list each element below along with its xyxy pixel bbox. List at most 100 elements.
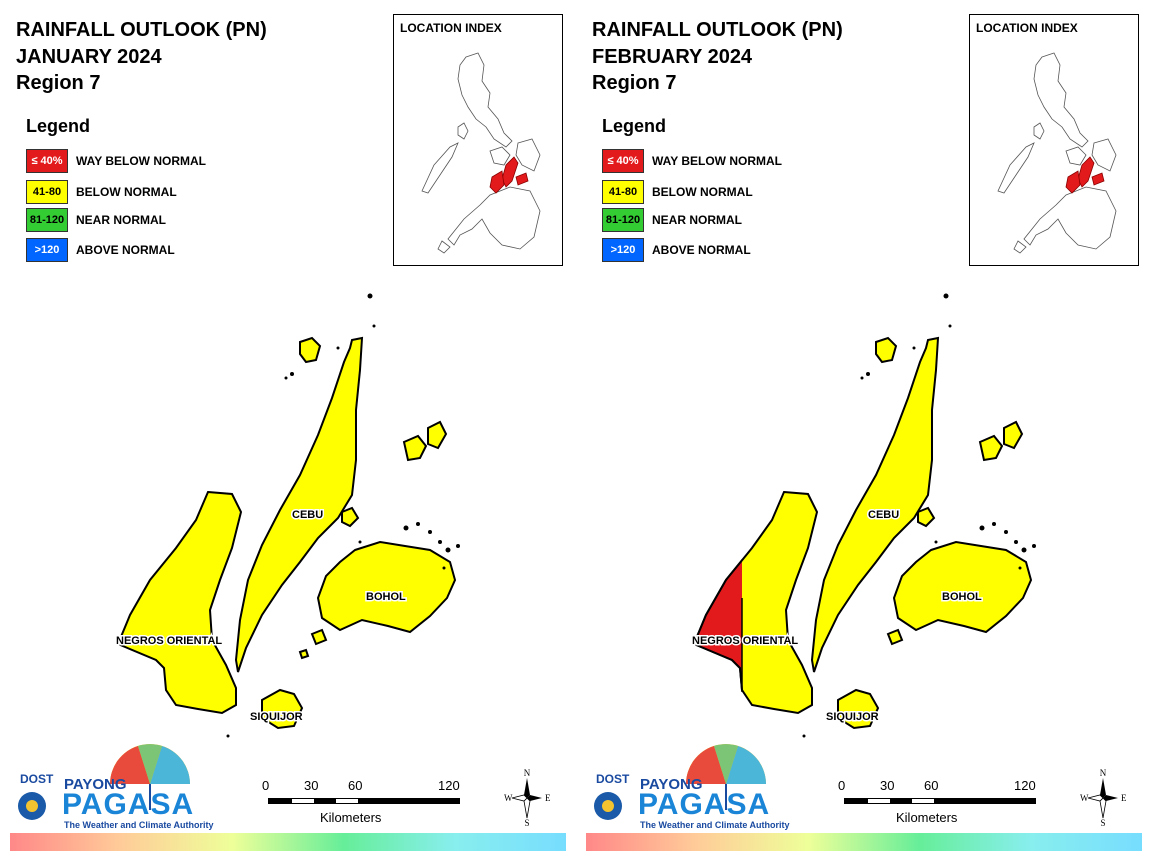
camotes-island-b bbox=[427, 420, 448, 450]
legend-swatch: >120 bbox=[602, 238, 644, 262]
legend-swatch: 81-120 bbox=[602, 208, 644, 232]
islet bbox=[403, 525, 409, 531]
islet bbox=[428, 530, 432, 534]
legend-swatch: 41-80 bbox=[26, 180, 68, 204]
islet bbox=[445, 547, 451, 553]
payong-pagasa-logo: DOST PAYONG PAGASA The Weather and Clima… bbox=[14, 738, 214, 834]
bantayan-island bbox=[299, 336, 322, 364]
scale-unit: Kilometers bbox=[320, 810, 382, 825]
legend-title: Legend bbox=[26, 116, 91, 136]
islet bbox=[358, 540, 362, 544]
cebu-island bbox=[234, 336, 364, 673]
bohol-islet bbox=[886, 628, 904, 646]
legend-swatch: ≤ 40% bbox=[602, 149, 644, 173]
scale-tick: 60 bbox=[924, 778, 939, 793]
payong-pagasa-logo: DOST PAYONG PAGASA The Weather and Clima… bbox=[590, 738, 790, 834]
islet bbox=[372, 324, 376, 328]
camotes-island-a bbox=[978, 434, 1004, 462]
legend-swatch: >120 bbox=[26, 238, 68, 262]
compass-s: S bbox=[1100, 818, 1105, 828]
islet bbox=[866, 372, 870, 376]
tagline: The Weather and Climate Authority bbox=[640, 820, 790, 830]
camotes-island-a bbox=[402, 434, 428, 462]
pagasa-label: PAGASA bbox=[62, 788, 195, 821]
islet bbox=[1032, 544, 1036, 548]
payong-label: PAYONG bbox=[64, 776, 127, 793]
legend-label: BELOW NORMAL bbox=[76, 185, 177, 199]
philippines-locator-map bbox=[997, 52, 1117, 254]
label-cebu: CEBU bbox=[292, 509, 323, 521]
scale-tick: 30 bbox=[880, 778, 895, 793]
islet bbox=[442, 566, 446, 570]
map-title: RAINFALL OUTLOOK (PN) bbox=[592, 19, 843, 41]
negros-oriental-way-below-zone bbox=[692, 490, 742, 715]
legend-label: ABOVE NORMAL bbox=[652, 243, 751, 257]
islet bbox=[284, 376, 288, 380]
label-siquijor: SIQUIJOR bbox=[250, 711, 303, 723]
bantayan-island bbox=[875, 336, 898, 364]
legend-label: BELOW NORMAL bbox=[652, 185, 753, 199]
scale-tick: 120 bbox=[1014, 778, 1036, 793]
bohol-island bbox=[316, 540, 457, 634]
region-7-rainfall-map: CEBU BOHOL NEGROS ORIENTAL SIQUIJOR bbox=[691, 293, 1036, 738]
label-negros-oriental: NEGROS ORIENTAL bbox=[116, 635, 222, 647]
olango-island bbox=[341, 506, 360, 528]
philippines-locator-map bbox=[421, 52, 541, 254]
rainbow-footer-strip bbox=[586, 833, 1142, 851]
map-region: Region 7 bbox=[592, 72, 677, 94]
islet bbox=[860, 376, 864, 380]
compass-e: E bbox=[545, 793, 551, 803]
scale-bar-graphic bbox=[844, 798, 1036, 804]
islet bbox=[1014, 540, 1018, 544]
islet bbox=[912, 346, 916, 350]
compass-s: S bbox=[524, 818, 529, 828]
islet bbox=[934, 540, 938, 544]
islet bbox=[979, 525, 985, 531]
bohol-island bbox=[892, 540, 1033, 634]
legend-label: NEAR NORMAL bbox=[76, 213, 166, 227]
compass-w: W bbox=[1080, 793, 1089, 803]
map-title: RAINFALL OUTLOOK (PN) bbox=[16, 19, 267, 41]
region-7-rainfall-map: CEBU BOHOL NEGROS ORIENTAL SIQUIJOR bbox=[115, 293, 460, 738]
bohol-islet bbox=[310, 628, 328, 646]
islet bbox=[992, 522, 996, 526]
label-negros-oriental: NEGROS ORIENTAL bbox=[692, 635, 798, 647]
islet bbox=[226, 734, 230, 738]
scale-tick: 120 bbox=[438, 778, 460, 793]
rainbow-footer-strip bbox=[10, 833, 566, 851]
map-month: JANUARY 2024 bbox=[16, 46, 162, 68]
outlook-panel-february: RAINFALL OUTLOOK (PN) FEBRUARY 2024 Regi… bbox=[576, 0, 1152, 864]
umbrella-icon bbox=[18, 744, 190, 820]
dost-label: DOST bbox=[596, 772, 630, 786]
legend-title: Legend bbox=[602, 116, 667, 136]
location-index-inset: LOCATION INDEX bbox=[393, 14, 563, 266]
scale-bar-graphic bbox=[268, 798, 460, 804]
compass-e: E bbox=[1121, 793, 1127, 803]
scale-tick: 0 bbox=[838, 778, 846, 793]
negros-oriental bbox=[116, 490, 243, 715]
legend-swatch: 81-120 bbox=[26, 208, 68, 232]
legend-swatch: ≤ 40% bbox=[26, 149, 68, 173]
scale-tick: 0 bbox=[262, 778, 270, 793]
inset-title: LOCATION INDEX bbox=[976, 21, 1078, 35]
scale-tick: 30 bbox=[304, 778, 319, 793]
islet bbox=[336, 346, 340, 350]
compass-n: N bbox=[1100, 768, 1107, 778]
label-cebu: CEBU bbox=[868, 509, 899, 521]
label-bohol: BOHOL bbox=[366, 591, 406, 603]
inset-title: LOCATION INDEX bbox=[400, 21, 502, 35]
siquijor-island bbox=[837, 688, 880, 730]
islet bbox=[416, 522, 420, 526]
islet bbox=[456, 544, 460, 548]
scale-bar: 0 30 60 120 Kilometers bbox=[834, 776, 1044, 826]
map-region: Region 7 bbox=[16, 72, 101, 94]
scale-bar: 0 30 60 120 Kilometers bbox=[258, 776, 468, 826]
legend-swatch: 41-80 bbox=[602, 180, 644, 204]
umbrella-icon bbox=[594, 744, 766, 820]
legend-label: WAY BELOW NORMAL bbox=[76, 154, 207, 168]
tagline: The Weather and Climate Authority bbox=[64, 820, 214, 830]
scale-unit: Kilometers bbox=[896, 810, 958, 825]
islet bbox=[290, 372, 294, 376]
islet bbox=[948, 324, 952, 328]
outlook-panel-january: RAINFALL OUTLOOK (PN) JANUARY 2024 Regio… bbox=[10, 14, 566, 851]
